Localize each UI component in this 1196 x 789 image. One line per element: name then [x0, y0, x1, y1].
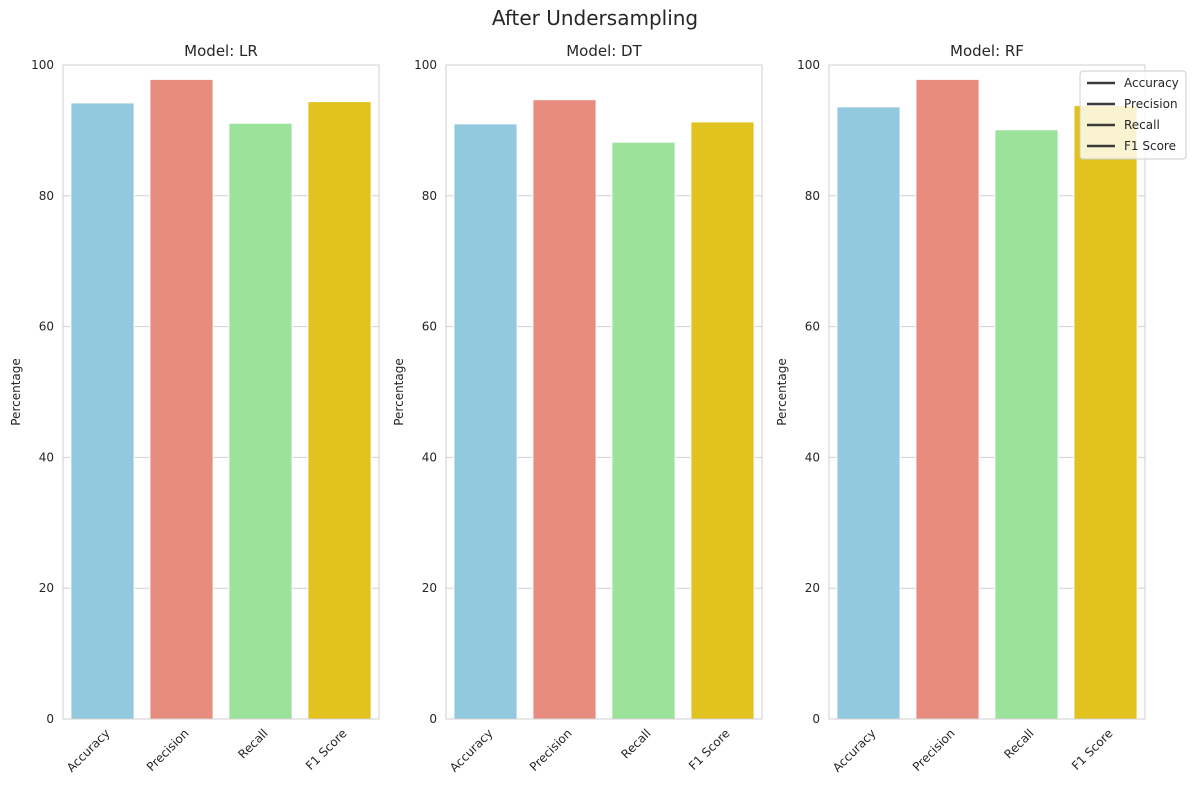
subplot-model-lr: 0 20 40 60 80 100 Accuracy Precision Recall F1 Sc…	[9, 42, 380, 775]
x-tick-label: Recall	[1001, 726, 1036, 761]
legend: Accuracy Precision Recall F1 Score	[1079, 70, 1187, 160]
subplot-title: Model: LR	[184, 42, 258, 60]
y-axis-label: Percentage	[9, 358, 23, 426]
x-tick-label: Precision	[910, 726, 958, 774]
bar-recall	[994, 129, 1059, 720]
bar-f1-score	[1073, 105, 1138, 720]
y-tick-label: 100	[414, 58, 437, 72]
y-tick-label: 80	[39, 189, 54, 203]
y-tick-label: 20	[39, 581, 54, 595]
bar-accuracy	[836, 106, 901, 720]
x-tick-label: Accuracy	[64, 726, 113, 775]
y-tick-label: 100	[31, 58, 54, 72]
bar-precision	[915, 78, 980, 720]
y-tick-label: 0	[429, 712, 437, 726]
y-axis-label: Percentage	[392, 358, 406, 426]
subplot-title: Model: DT	[566, 42, 642, 60]
x-tick-label: Accuracy	[447, 726, 496, 775]
bar-accuracy	[70, 102, 135, 720]
bar-precision	[149, 78, 214, 720]
x-tick-label: Precision	[527, 726, 575, 774]
x-tick-label: F1 Score	[303, 726, 350, 773]
y-tick-label: 100	[797, 58, 820, 72]
legend-label: Precision	[1124, 97, 1178, 111]
subplots: 0 20 40 60 80 100 Accuracy Precision Recall F1 Sc…	[9, 42, 1146, 775]
x-tick-label: F1 Score	[686, 726, 733, 773]
y-tick-label: 0	[46, 712, 54, 726]
y-tick-label: 80	[422, 189, 437, 203]
x-tick-label: Recall	[235, 726, 270, 761]
bar-recall	[228, 122, 293, 720]
legend-box	[1079, 70, 1187, 160]
legend-label: Recall	[1124, 118, 1160, 132]
y-tick-label: 80	[805, 189, 820, 203]
bar-f1-score	[307, 101, 372, 720]
x-tick-label: Recall	[618, 726, 653, 761]
bar-accuracy	[453, 123, 518, 720]
y-tick-label: 0	[812, 712, 820, 726]
x-tick-label: F1 Score	[1069, 726, 1116, 773]
y-tick-label: 40	[805, 450, 820, 464]
y-tick-label: 60	[39, 320, 54, 334]
y-tick-label: 40	[422, 450, 437, 464]
axes-frame	[828, 64, 1146, 720]
axes-frame	[62, 64, 380, 720]
x-tick-label: Accuracy	[830, 726, 879, 775]
y-axis-label: Percentage	[775, 358, 789, 426]
y-tick-label: 40	[39, 450, 54, 464]
bar-recall	[611, 141, 676, 720]
bar-precision	[532, 99, 597, 720]
subplot-model-rf: 0 20 40 60 80 100 Accuracy Precision Recall F1 Sc…	[775, 42, 1146, 775]
legend-label: F1 Score	[1124, 139, 1176, 153]
figure-title: After Undersampling	[492, 6, 698, 30]
bar-f1-score	[690, 121, 755, 720]
y-tick-label: 60	[805, 320, 820, 334]
y-tick-label: 20	[805, 581, 820, 595]
y-tick-label: 60	[422, 320, 437, 334]
x-tick-label: Precision	[144, 726, 192, 774]
axes-frame	[445, 64, 763, 720]
y-tick-label: 20	[422, 581, 437, 595]
legend-label: Accuracy	[1124, 76, 1179, 90]
subplot-model-dt: 0 20 40 60 80 100 Accuracy Precision Recall F1 Sc…	[392, 42, 763, 775]
subplot-title: Model: RF	[950, 42, 1024, 60]
